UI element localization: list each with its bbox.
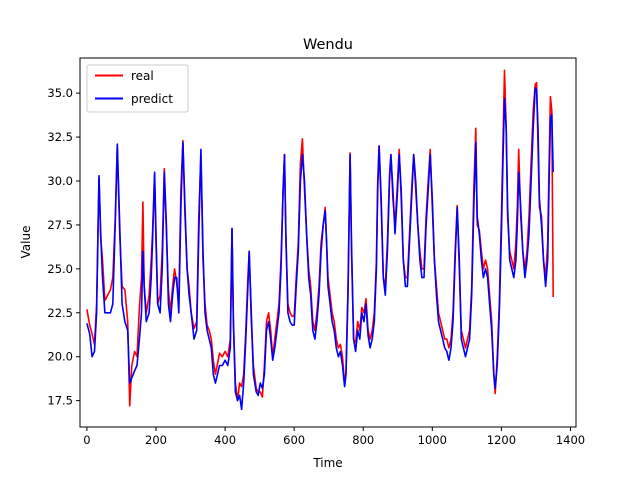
- x-axis: 0 200 400 600 800 1000 1200 1400: [83, 427, 585, 447]
- x-tick-label: 200: [145, 433, 167, 447]
- y-axis: 17.5 20.0 22.5 25.0 27.5 30.0 32.5 35.0: [47, 86, 80, 408]
- plot-frame: [79, 57, 577, 428]
- y-tick-label: 25.0: [47, 262, 73, 276]
- series-line-predict: [86, 87, 554, 411]
- y-tick-label: 35.0: [47, 86, 73, 100]
- y-tick-label: 32.5: [47, 130, 73, 144]
- x-tick-label: 600: [283, 433, 305, 447]
- y-axis-label: Value: [19, 226, 33, 259]
- chart-title: Wendu: [303, 37, 353, 53]
- x-tick-label: 0: [83, 433, 90, 447]
- y-tick-label: 27.5: [47, 218, 73, 232]
- legend-label-predict: predict: [131, 92, 173, 106]
- legend-label-real: real: [131, 69, 154, 83]
- x-tick-label: 1200: [487, 433, 516, 447]
- legend: real predict: [86, 64, 189, 113]
- x-tick-label: 1000: [418, 433, 447, 447]
- series-layer: [86, 69, 554, 411]
- y-tick-label: 22.5: [47, 306, 73, 320]
- legend-box: [86, 64, 189, 113]
- x-tick-label: 400: [214, 433, 236, 447]
- x-axis-label: Time: [312, 456, 342, 470]
- x-tick-label: 1400: [556, 433, 585, 447]
- y-tick-label: 20.0: [47, 350, 73, 364]
- x-tick-label: 800: [352, 433, 374, 447]
- y-tick-label: 30.0: [47, 174, 73, 188]
- y-tick-label: 17.5: [47, 394, 73, 408]
